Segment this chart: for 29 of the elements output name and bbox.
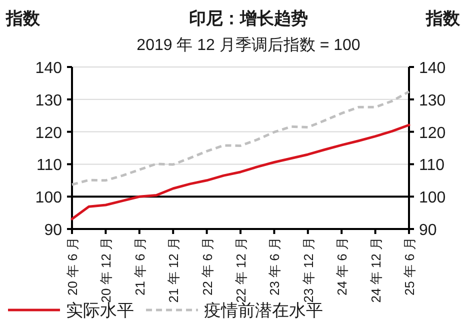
x-tick-label: 25 年 6 月 — [402, 237, 417, 296]
y2-axis-title: 指数 — [425, 9, 461, 28]
y2-tick-label: 100 — [419, 190, 446, 207]
y2-tick-label: 110 — [419, 157, 445, 174]
y2-tick-label: 120 — [419, 124, 446, 142]
y2-tick-label: 140 — [419, 60, 446, 77]
x-tick-label: 22 年 12 月 — [234, 237, 248, 303]
y-tick-label: 90 — [44, 222, 62, 239]
x-tick-label: 24 年 6 月 — [334, 237, 350, 296]
x-tick-label: 21 年 12 月 — [166, 237, 182, 303]
y-tick-label: 120 — [35, 124, 62, 142]
y-tick-label: 110 — [36, 157, 62, 174]
chart-subtitle: 2019 年 12 月季调后指数 = 100 — [136, 36, 360, 54]
legend-label: 实际水平 — [66, 301, 134, 320]
y2-tick-label: 90 — [419, 222, 437, 239]
x-tick-label: 22 年 6 月 — [200, 237, 215, 296]
y-tick-label: 130 — [35, 92, 62, 110]
x-tick-label: 23 年 12 月 — [300, 237, 316, 303]
chart-title: 印尼：增长趋势 — [189, 9, 308, 28]
y2-tick-label: 130 — [419, 92, 446, 110]
y-tick-label: 100 — [35, 190, 62, 207]
x-tick-label: 20 年 6 月 — [65, 237, 80, 296]
x-tick-label: 20 年 12 月 — [98, 237, 114, 303]
x-tick-label: 21 年 6 月 — [132, 237, 148, 296]
legend-label: 疫情前潜在水平 — [204, 301, 323, 320]
y-tick-label: 140 — [35, 60, 62, 77]
x-tick-label: 23 年 6 月 — [267, 237, 282, 296]
y-axis-title: 指数 — [5, 9, 41, 28]
x-tick-label: 24 年 12 月 — [368, 237, 384, 303]
